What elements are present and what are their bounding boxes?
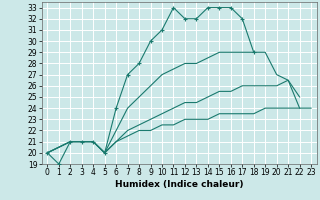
X-axis label: Humidex (Indice chaleur): Humidex (Indice chaleur) [115, 180, 244, 189]
